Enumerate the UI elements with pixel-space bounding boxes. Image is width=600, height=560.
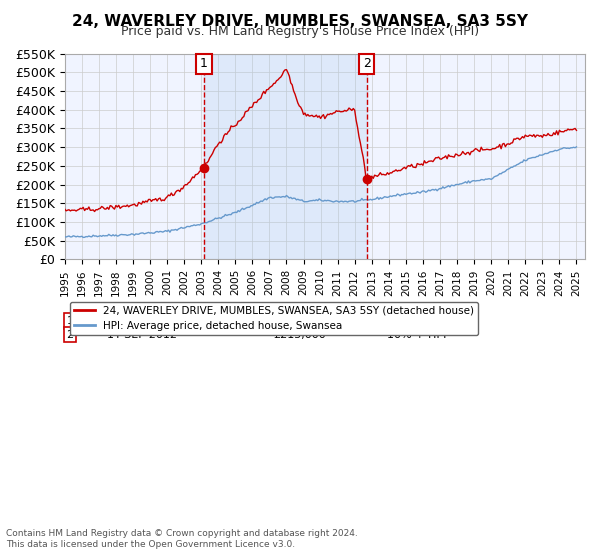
Text: 05-MAR-2003: 05-MAR-2003: [106, 316, 181, 326]
Text: 2: 2: [363, 57, 371, 71]
Bar: [204, 54, 367, 259]
Text: 1: 1: [67, 316, 73, 326]
Text: 1: 1: [200, 57, 208, 71]
Text: Contains HM Land Registry data © Crown copyright and database right 2024.
This d: Contains HM Land Registry data © Crown c…: [6, 529, 358, 549]
Text: 110% ↑ HPI: 110% ↑ HPI: [387, 316, 454, 326]
Text: 14-SEP-2012: 14-SEP-2012: [106, 329, 178, 339]
Text: £245,000: £245,000: [273, 316, 326, 326]
Text: 2: 2: [67, 329, 73, 339]
Text: Price paid vs. HM Land Registry's House Price Index (HPI): Price paid vs. HM Land Registry's House …: [121, 25, 479, 38]
Text: 10% ↑ HPI: 10% ↑ HPI: [387, 329, 446, 339]
Legend: 24, WAVERLEY DRIVE, MUMBLES, SWANSEA, SA3 5SY (detached house), HPI: Average pri: 24, WAVERLEY DRIVE, MUMBLES, SWANSEA, SA…: [70, 302, 478, 335]
Text: 24, WAVERLEY DRIVE, MUMBLES, SWANSEA, SA3 5SY: 24, WAVERLEY DRIVE, MUMBLES, SWANSEA, SA…: [72, 14, 528, 29]
Text: £215,000: £215,000: [273, 329, 326, 339]
